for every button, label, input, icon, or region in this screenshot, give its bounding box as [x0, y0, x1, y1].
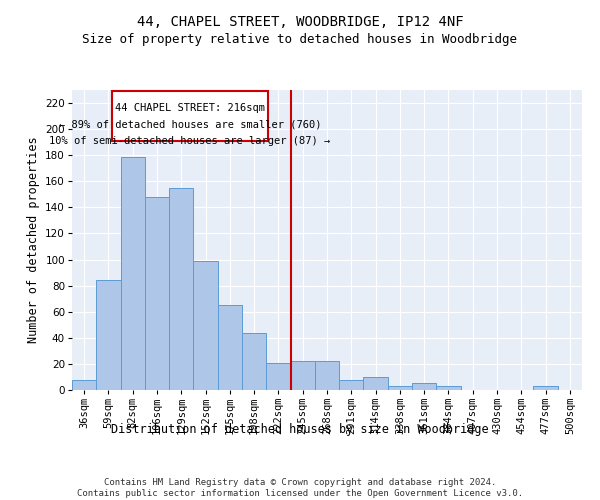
Text: 44 CHAPEL STREET: 216sqm: 44 CHAPEL STREET: 216sqm [115, 103, 265, 113]
Text: ← 89% of detached houses are smaller (760): ← 89% of detached houses are smaller (76… [59, 120, 321, 130]
Text: Size of property relative to detached houses in Woodbridge: Size of property relative to detached ho… [83, 32, 517, 46]
Text: Distribution of detached houses by size in Woodbridge: Distribution of detached houses by size … [111, 422, 489, 436]
Bar [112, 92, 268, 141]
Bar [96, 280, 121, 390]
Bar [339, 380, 364, 390]
Bar [242, 332, 266, 390]
Bar [364, 377, 388, 390]
Bar [72, 380, 96, 390]
Bar [533, 386, 558, 390]
Bar [436, 386, 461, 390]
Bar [315, 362, 339, 390]
Y-axis label: Number of detached properties: Number of detached properties [27, 136, 40, 344]
Bar [388, 386, 412, 390]
Bar [169, 188, 193, 390]
Text: 44, CHAPEL STREET, WOODBRIDGE, IP12 4NF: 44, CHAPEL STREET, WOODBRIDGE, IP12 4NF [137, 15, 463, 29]
Bar [121, 156, 145, 390]
Bar [290, 362, 315, 390]
Bar [218, 305, 242, 390]
Text: Contains HM Land Registry data © Crown copyright and database right 2024.
Contai: Contains HM Land Registry data © Crown c… [77, 478, 523, 498]
Bar [145, 197, 169, 390]
Bar [193, 261, 218, 390]
Bar [266, 362, 290, 390]
Bar [412, 384, 436, 390]
Text: 10% of semi-detached houses are larger (87) →: 10% of semi-detached houses are larger (… [49, 136, 331, 145]
